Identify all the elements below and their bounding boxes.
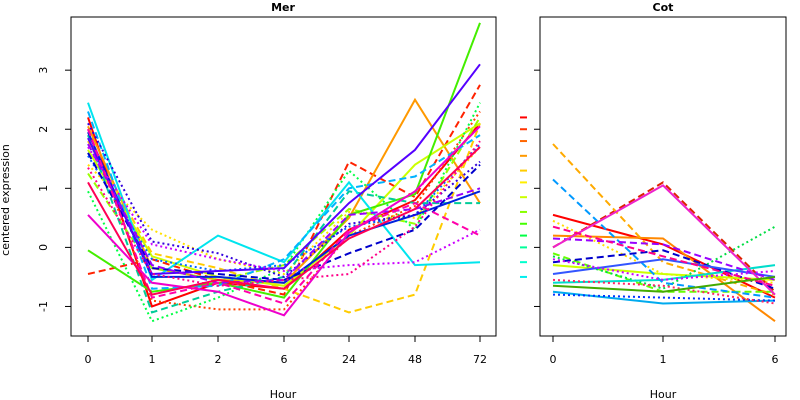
cot-series-line bbox=[552, 293, 776, 302]
mer-series-line bbox=[87, 131, 481, 284]
mer-x-tick-label: 6 bbox=[281, 353, 288, 366]
mer-series-line bbox=[87, 102, 481, 282]
cot-x-axis: 0 1 6 bbox=[550, 336, 779, 366]
mer-series-line bbox=[87, 125, 481, 317]
mer-series-line bbox=[87, 143, 481, 273]
mer-series-line bbox=[87, 146, 481, 276]
mer-x-axis: 0 1 2 6 24 48 72 bbox=[85, 336, 487, 366]
mer-x-tick-label: 0 bbox=[85, 353, 92, 366]
cot-series-line bbox=[552, 219, 776, 284]
mer-y-tick-label: 2 bbox=[37, 126, 50, 133]
mer-series-line bbox=[87, 146, 481, 273]
mer-y-tick-label: 3 bbox=[37, 67, 50, 74]
cot-series-line bbox=[552, 184, 776, 296]
cot-x-axis-label: Hour bbox=[650, 388, 677, 400]
y-axis-label: centered expression bbox=[0, 144, 12, 256]
mer-series-line bbox=[87, 122, 481, 287]
cot-x-tick-label: 0 bbox=[550, 353, 557, 366]
mer-x-tick-label: 72 bbox=[473, 353, 487, 366]
cot-y-axis bbox=[534, 69, 540, 307]
mer-x-tick-label: 1 bbox=[149, 353, 156, 366]
mer-y-axis: -1 0 1 2 3 bbox=[37, 67, 71, 312]
mer-x-tick-label: 24 bbox=[342, 353, 356, 366]
cot-series-group bbox=[552, 143, 776, 323]
cot-series-line bbox=[552, 258, 776, 281]
cot-series-line bbox=[552, 178, 776, 299]
mer-series-line bbox=[87, 152, 481, 281]
cot-series-line bbox=[552, 275, 776, 293]
mer-series-line bbox=[87, 146, 481, 296]
cot-plot-frame bbox=[539, 16, 787, 337]
mer-x-tick-label: 48 bbox=[408, 353, 422, 366]
cot-series-line bbox=[552, 258, 776, 278]
mer-y-tick-label: -1 bbox=[37, 301, 50, 312]
cot-series-line bbox=[552, 237, 776, 281]
panel-cot: Cot 0 1 6 Hour bbox=[520, 1, 787, 400]
cot-x-tick-label: 1 bbox=[660, 353, 667, 366]
mer-x-tick-label: 2 bbox=[215, 353, 222, 366]
mer-y-tick-label: 1 bbox=[37, 185, 50, 192]
mer-y-tick-label: 0 bbox=[37, 244, 50, 251]
panel-mer: Mer 0 1 2 6 24 48 72 -1 0 1 2 3 Hour bbox=[37, 1, 497, 400]
cot-series-line bbox=[552, 225, 776, 287]
panel-title-cot: Cot bbox=[653, 1, 674, 14]
mer-x-axis-label: Hour bbox=[270, 388, 297, 400]
mer-series-line bbox=[87, 111, 481, 290]
mer-series-line bbox=[87, 110, 481, 311]
cot-x-tick-label: 6 bbox=[772, 353, 779, 366]
mer-series-line bbox=[87, 63, 481, 276]
cot-series-line bbox=[552, 225, 776, 290]
cot-series-line bbox=[552, 278, 776, 305]
mer-series-line bbox=[87, 128, 481, 305]
mer-series-line bbox=[87, 122, 481, 279]
cot-legend-marks bbox=[520, 116, 527, 278]
panel-title-mer: Mer bbox=[271, 1, 295, 14]
mer-series-line bbox=[87, 84, 481, 296]
cot-series-line bbox=[552, 181, 776, 293]
mer-series-line bbox=[87, 22, 481, 299]
mer-series-group bbox=[87, 22, 481, 323]
mer-series-line bbox=[87, 116, 481, 281]
